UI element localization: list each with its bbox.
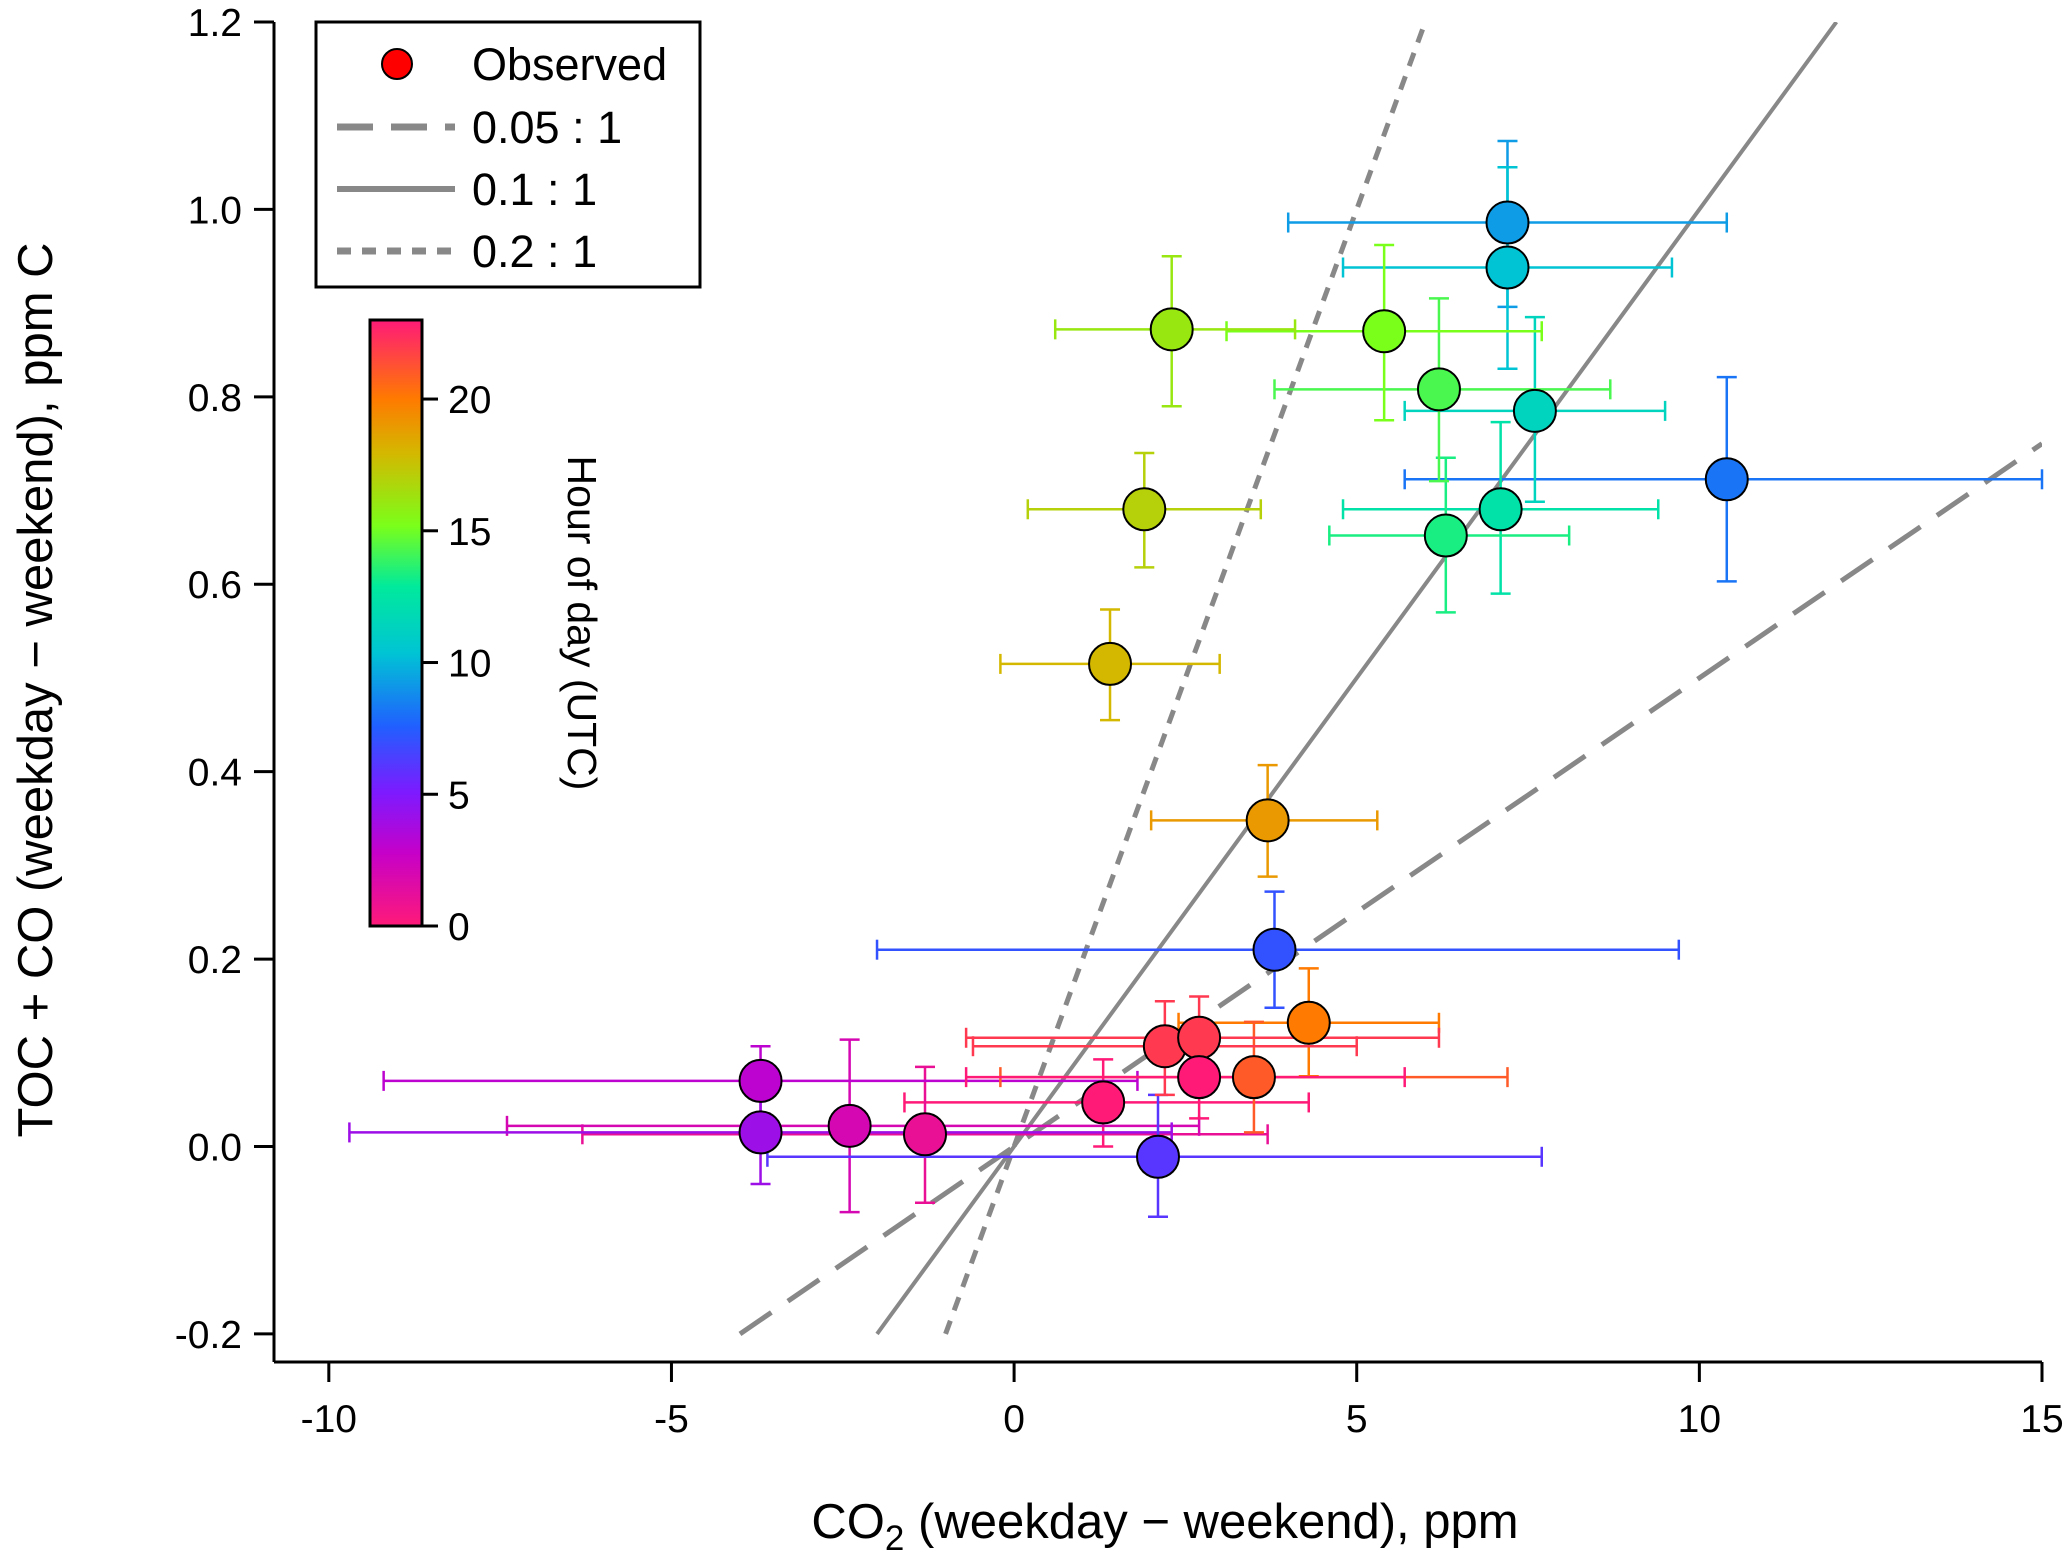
colorbar-tick-label: 15: [448, 511, 491, 554]
reference-line-0.1:1: [875, 22, 1839, 1336]
data-point: [1245, 798, 1290, 843]
data-point: [1231, 1055, 1276, 1100]
reference-line-0.05:1: [738, 441, 2042, 1336]
x-tick-label: -10: [301, 1398, 357, 1441]
x-axis-title-main: CO: [811, 1495, 885, 1549]
data-point: [1485, 245, 1530, 290]
x-axis-title-subscript: 2: [885, 1519, 904, 1555]
x-axis-title: CO2 (weekday − weekend), ppm: [811, 1495, 1518, 1555]
y-tick-label: 0.0: [188, 1126, 242, 1169]
legend-label-0.05: 0.05 : 1: [472, 102, 622, 153]
legend-label-observed: Observed: [472, 39, 667, 90]
reference-lines: [738, 22, 2042, 1336]
y-tick-label: 0.8: [188, 377, 242, 420]
colorbar-tick-label: 5: [448, 774, 470, 817]
reference-line-0.2:1: [943, 22, 1428, 1335]
colorbar-tick-label: 20: [448, 379, 491, 422]
colorbar-bar: [368, 318, 424, 928]
data-point: [1088, 641, 1133, 686]
colorbar-tick-label: 0: [448, 906, 470, 949]
y-tick-label: 1.0: [188, 189, 242, 232]
x-tick-label: 10: [1678, 1398, 1721, 1441]
y-ticks: -0.2 0.0 0.2 0.4 0.6 0.8 1.0 1.2: [175, 2, 274, 1357]
legend-label-0.1: 0.1 : 1: [472, 164, 597, 215]
data-point: [1136, 1134, 1180, 1179]
data-point: [1081, 1080, 1126, 1125]
colorbar: 0 5 10 15 20 Hour of day (UTC): [368, 318, 605, 949]
data-point: [1286, 1000, 1331, 1045]
legend-marker-observed: [381, 48, 413, 80]
y-tick-label: 1.2: [188, 2, 242, 45]
x-ticks: -10 -5 0 5 10 15: [301, 1362, 2064, 1441]
data-point: [738, 1110, 783, 1155]
y-tick-label: 0.2: [188, 939, 242, 982]
y-tick-label: -0.2: [175, 1314, 242, 1357]
data-point: [1485, 200, 1530, 245]
data-point: [1704, 457, 1749, 502]
colorbar-tick-label: 10: [448, 643, 491, 686]
data-point: [1252, 927, 1297, 972]
legend: Observed 0.05 : 1 0.1 : 1 0.2 : 1: [314, 20, 702, 289]
colorbar-ticks: 0 5 10 15 20: [422, 379, 491, 949]
data-points: [738, 200, 1749, 1179]
x-axis-title-rest: (weekday − weekend), ppm: [904, 1495, 1518, 1549]
data-point: [1416, 367, 1461, 412]
data-point: [1423, 513, 1468, 558]
data-point: [1177, 1055, 1222, 1100]
colorbar-title: Hour of day (UTC): [559, 456, 605, 791]
data-point: [1512, 388, 1557, 433]
data-point: [903, 1112, 948, 1157]
x-tick-label: -5: [654, 1398, 689, 1441]
data-point: [738, 1058, 783, 1103]
data-point: [1149, 307, 1194, 352]
y-axis-title: TOC + CO (weekday − weekend), ppm C: [9, 242, 63, 1137]
data-point: [1177, 1015, 1222, 1060]
x-tick-label: 5: [1346, 1398, 1368, 1441]
y-tick-label: 0.4: [188, 752, 242, 795]
y-tick-label: 0.6: [188, 564, 242, 607]
data-point: [1478, 487, 1523, 532]
data-point: [1122, 487, 1167, 532]
legend-label-0.2: 0.2 : 1: [472, 226, 597, 277]
x-tick-label: 15: [2020, 1398, 2063, 1441]
x-tick-label: 0: [1003, 1398, 1025, 1441]
legend-box: [314, 20, 702, 289]
data-point: [827, 1103, 872, 1148]
data-point: [1362, 309, 1407, 354]
